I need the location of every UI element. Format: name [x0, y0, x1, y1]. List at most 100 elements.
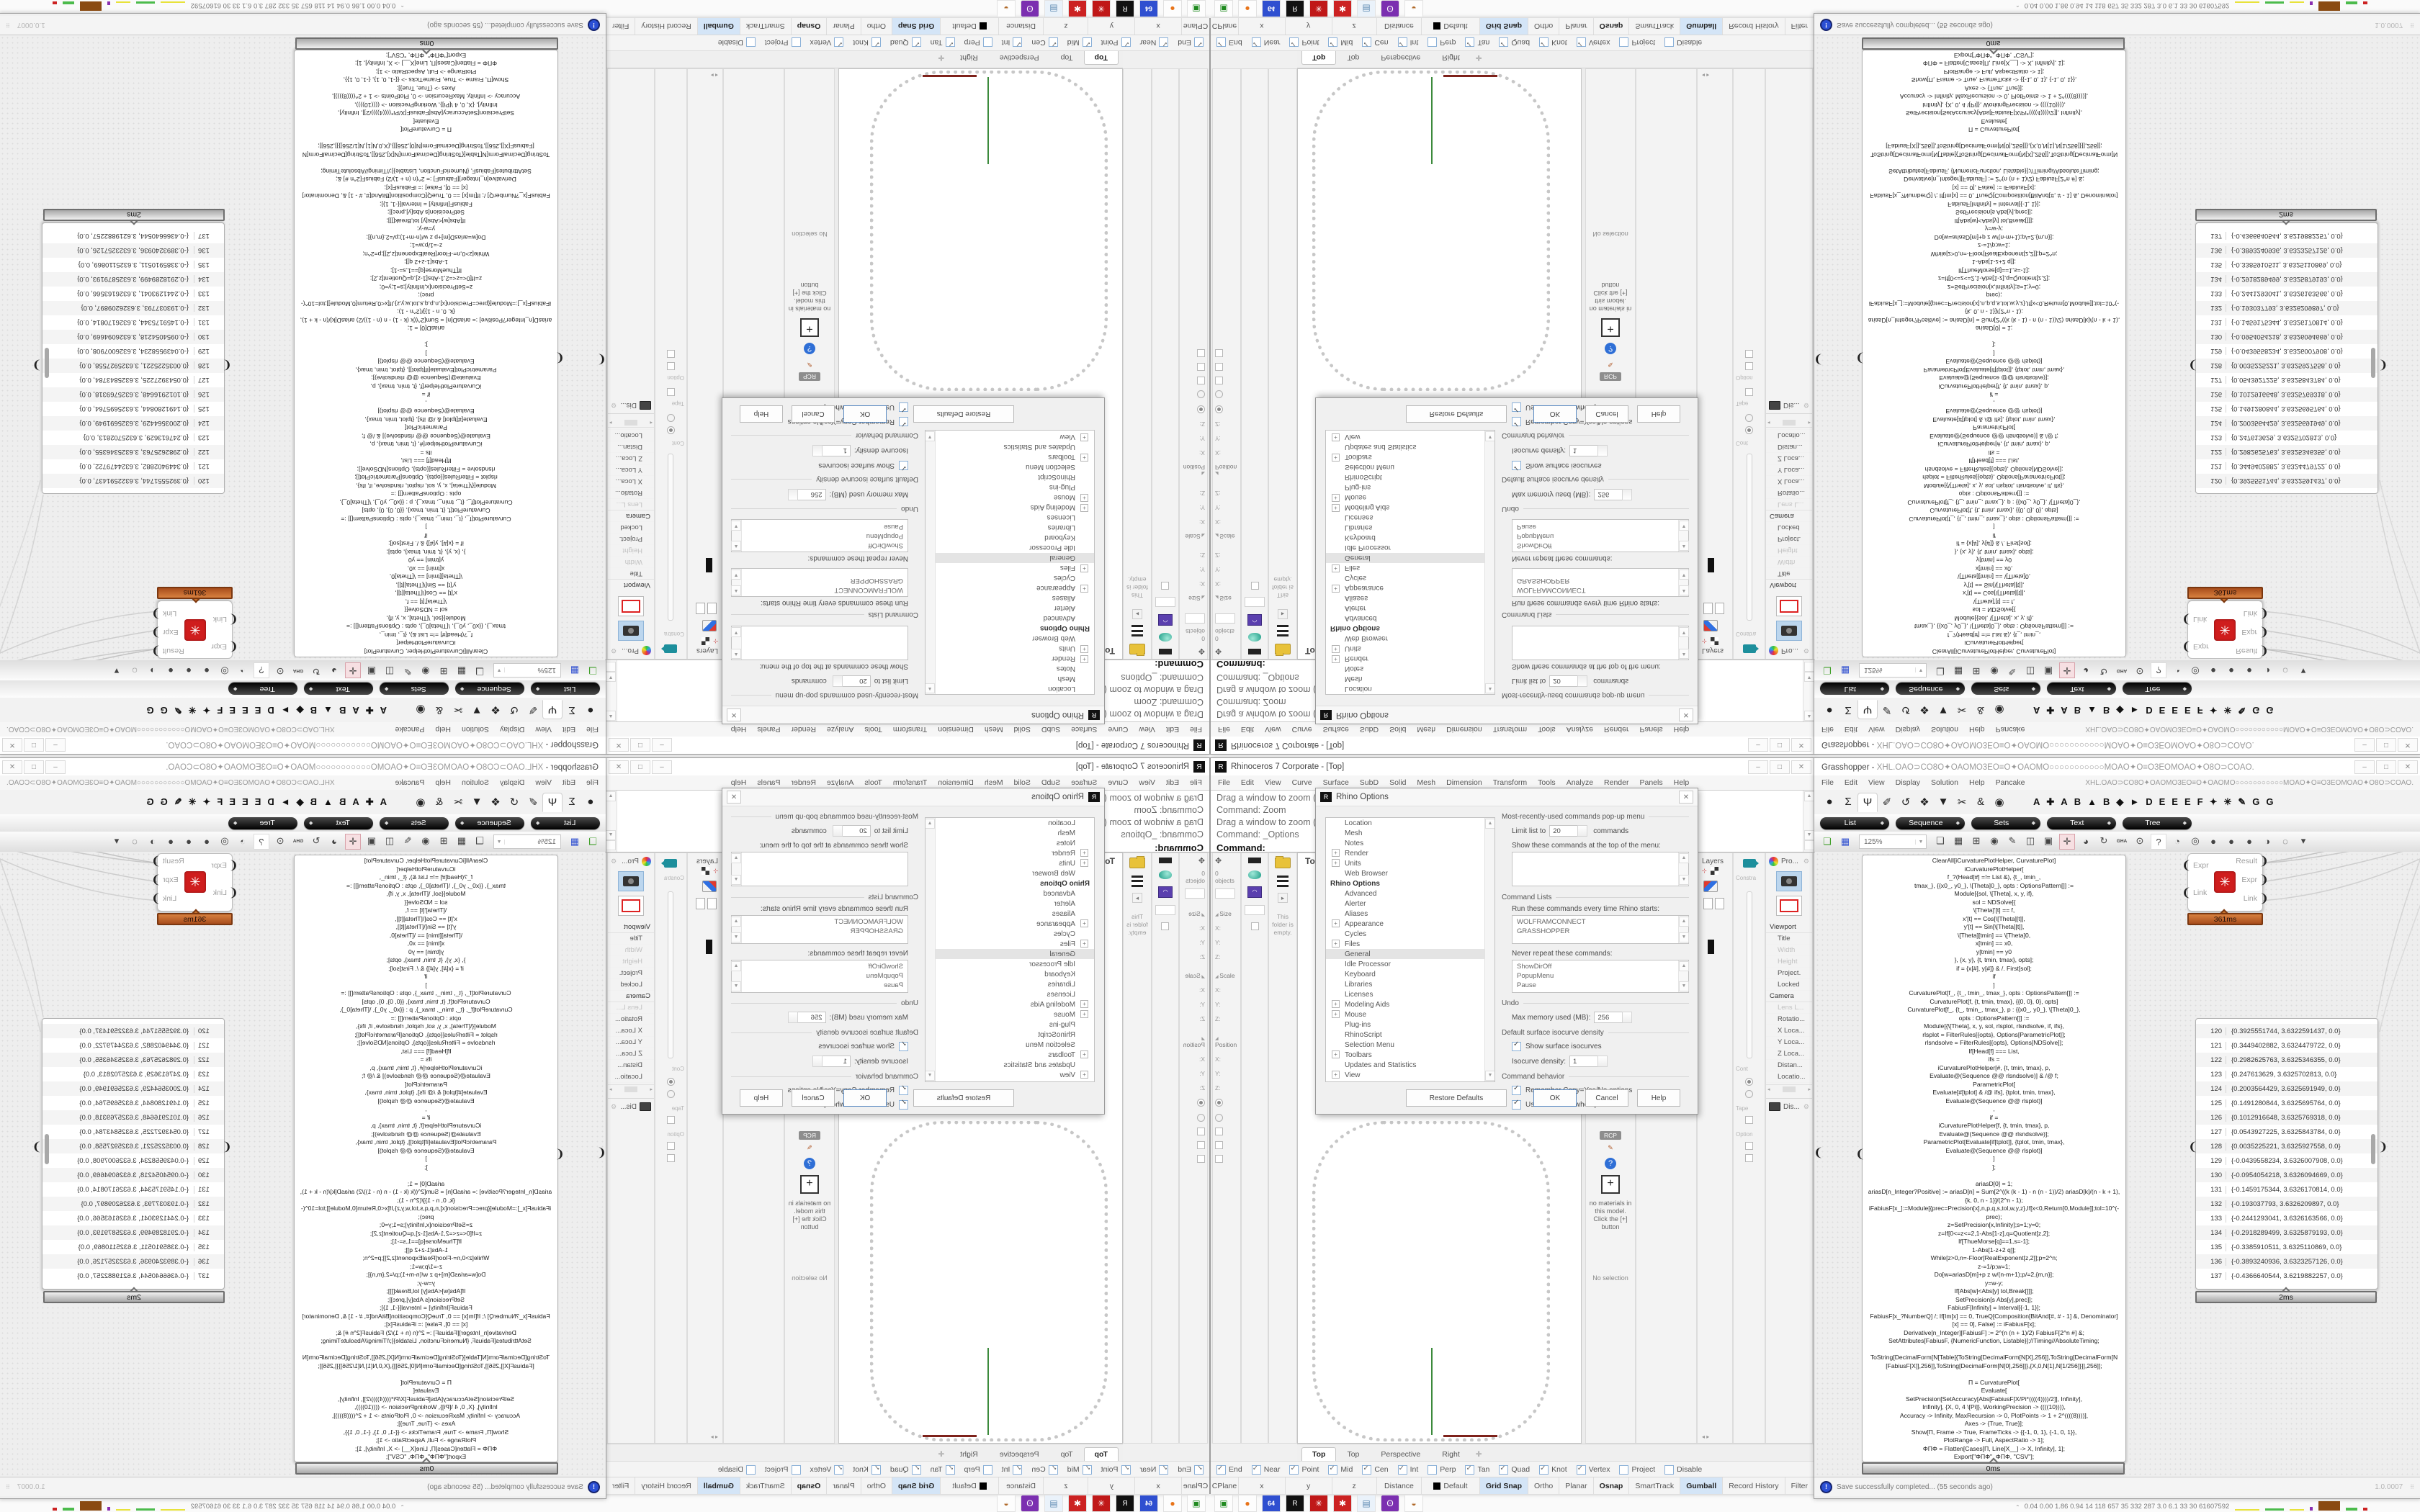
- save-file-icon[interactable]: ▦: [570, 665, 580, 676]
- property-row[interactable]: Locatio...: [608, 1071, 654, 1083]
- startup-command[interactable]: WOLFRAMCONNECT: [1517, 918, 1586, 926]
- osnap-checkbox[interactable]: [1289, 37, 1299, 48]
- property-row[interactable]: Distan...: [1766, 441, 1812, 452]
- points-panel[interactable]: 120 {0.3925551744, 3.6322591437, 0.0} 12…: [2195, 1018, 2378, 1290]
- rhino-menu-item[interactable]: Help: [730, 778, 747, 787]
- options-tree-item[interactable]: View: [926, 432, 1094, 442]
- layers-scroll-arrows[interactable]: ◂ ▸: [1702, 1434, 1710, 1440]
- gh-menu-item[interactable]: Help: [1968, 778, 1985, 787]
- status-toggle[interactable]: Ortho: [860, 18, 892, 35]
- gh-toolbar-icon[interactable]: ◌: [2282, 835, 2288, 847]
- options-tree-item[interactable]: Notes: [1056, 665, 1075, 673]
- tree-scrollbar[interactable]: ▲ ▼: [925, 431, 936, 694]
- gh-toolbar-icon[interactable]: ◑: [2264, 665, 2270, 677]
- menu-icon[interactable]: [1131, 625, 1143, 636]
- osnap-toggle[interactable]: End: [1178, 1464, 1204, 1475]
- expand-icon[interactable]: ▸: [1132, 609, 1142, 619]
- offscreen-grip[interactable]: ❨: [597, 1146, 605, 1159]
- osnap-checkbox[interactable]: [1159, 37, 1169, 48]
- desktop-icon[interactable]: ʘ: [1021, 1495, 1039, 1512]
- gh-plugin-tab[interactable]: ▲: [2087, 796, 2097, 807]
- gh-toolbar-icon[interactable]: ◔: [240, 665, 246, 677]
- gh-category-pill[interactable]: List ◆: [531, 683, 600, 696]
- desktop-icon[interactable]: R: [1116, 1495, 1134, 1512]
- rhino-menu-item[interactable]: Dimension: [938, 725, 974, 734]
- property-row[interactable]: Height: [1766, 956, 1812, 968]
- gh-toolbar-icon[interactable]: ◌: [2282, 665, 2288, 677]
- property-row[interactable]: Project.: [1766, 533, 1812, 544]
- gh-tab-icon[interactable]: Ψ: [1857, 792, 1878, 812]
- gear-icon[interactable]: ⚙: [1803, 1102, 1809, 1110]
- dialog-close-icon[interactable]: ✕: [1679, 791, 1693, 804]
- display-panel-strip[interactable]: ◠: [1241, 68, 1268, 660]
- status-toggle[interactable]: Grid Snap: [1479, 18, 1528, 35]
- gh-plugin-tab[interactable]: D: [2146, 796, 2153, 807]
- gh-menu-item[interactable]: View: [1868, 778, 1885, 787]
- options-tree-item[interactable]: Notes: [1056, 839, 1075, 847]
- osnap-toggle[interactable]: Int: [1002, 37, 1023, 48]
- gh-toolbar-icon[interactable]: ✎: [2008, 666, 2017, 677]
- options-tree-item[interactable]: Modeling Aids: [1326, 999, 1494, 1009]
- options-tree-item[interactable]: Libraries: [1047, 980, 1075, 989]
- gh-tab-icon[interactable]: ✂: [453, 796, 463, 809]
- desktop-icon[interactable]: ▤: [1357, 0, 1376, 17]
- status-toggle[interactable]: Gumball: [696, 1477, 740, 1494]
- dialog-close-icon[interactable]: ✕: [727, 791, 741, 804]
- options-tree[interactable]: LocationMeshNotesRenderUnitsWeb BrowserR…: [925, 430, 1095, 695]
- rhino-menu-item[interactable]: Tools: [864, 778, 882, 787]
- new-layer-icon[interactable]: [707, 603, 717, 614]
- code-panel[interactable]: ClearAll[iCurvaturePlotHelper, Curvature…: [1862, 855, 2126, 1462]
- gh-plugin-tab[interactable]: G: [146, 796, 154, 807]
- rhino-menu-item[interactable]: SubD: [1041, 725, 1061, 734]
- gh-category-pill[interactable]: Sequence ◆: [455, 683, 524, 696]
- boxedit-checkbox[interactable]: [1197, 1155, 1205, 1163]
- wolfram-component[interactable]: Expr Link Result Expr Link ✳ ❨ ❨ ❩ ❩ ❩: [151, 600, 238, 659]
- gh-toolbar-icon[interactable]: ↻: [312, 835, 321, 846]
- osnap-toggle[interactable]: End: [1216, 1464, 1242, 1475]
- restore-defaults-button[interactable]: Restore Defaults: [913, 1089, 1014, 1107]
- strip-checkbox[interactable]: [667, 362, 675, 370]
- osnap-checkbox[interactable]: [1328, 37, 1338, 48]
- cancel-button[interactable]: Cancel: [1585, 405, 1628, 423]
- osnap-checkbox[interactable]: [1216, 37, 1226, 48]
- red-curve-segment[interactable]: [923, 75, 977, 77]
- add-material-button[interactable]: +: [800, 318, 819, 337]
- rhino-menu-item[interactable]: SubD: [1041, 778, 1061, 787]
- osnap-toggle[interactable]: Near: [1140, 1464, 1169, 1475]
- osnap-checkbox[interactable]: [1619, 1464, 1629, 1475]
- options-tree-item[interactable]: Mesh: [1057, 675, 1075, 683]
- gh-plugin-tab[interactable]: F: [217, 705, 223, 716]
- osnap-checkbox[interactable]: [1013, 37, 1023, 48]
- gh-plugin-tab[interactable]: ►: [280, 705, 290, 716]
- paint-icon[interactable]: [1703, 620, 1718, 631]
- options-tree-item[interactable]: Rhino Options: [1330, 624, 1380, 633]
- help-button[interactable]: Help: [740, 405, 783, 423]
- property-row[interactable]: Viewport: [1766, 579, 1812, 590]
- gh-category-pill[interactable]: Sequence ◆: [1896, 683, 1965, 696]
- gh-plugin-tab[interactable]: A: [380, 796, 387, 807]
- viewport-tab[interactable]: Right: [960, 1450, 978, 1459]
- desktop-icon[interactable]: ▣: [1187, 1495, 1206, 1512]
- options-tree-item[interactable]: View: [1326, 1070, 1494, 1080]
- options-tree-item[interactable]: Location: [1048, 819, 1075, 827]
- gh-menu-item[interactable]: Help: [435, 778, 452, 787]
- gh-plugin-tab[interactable]: G: [160, 796, 168, 807]
- status-toggle[interactable]: Gumball: [1680, 18, 1724, 35]
- cplane-cell[interactable]: CPlane: [1180, 18, 1209, 35]
- max-memory-input[interactable]: 256: [797, 489, 826, 500]
- options-tree-item[interactable]: Updates and Statistics: [1003, 1061, 1076, 1069]
- boxedit-checkbox[interactable]: [1215, 1141, 1223, 1149]
- osnap-checkbox[interactable]: [1397, 1464, 1407, 1475]
- options-tree-item[interactable]: Appearance: [926, 583, 1094, 593]
- rhino-menu-item[interactable]: Tools: [1538, 725, 1556, 734]
- rhino-menu-item[interactable]: SubD: [1359, 725, 1379, 734]
- minimize-icon[interactable]: –: [2354, 738, 2375, 752]
- gh-tab-icon[interactable]: ◉: [1994, 703, 2004, 716]
- viewport-tab[interactable]: Top: [1060, 1450, 1073, 1459]
- rhino-menu-item[interactable]: Surface: [1322, 725, 1349, 734]
- viewport-tab[interactable]: ✛: [1475, 1450, 1482, 1459]
- options-tree-item[interactable]: Mesh: [1057, 829, 1075, 837]
- zoom-combo[interactable]: 125% ▼: [493, 663, 561, 678]
- osnap-checkbox[interactable]: [982, 37, 992, 48]
- rhino-menu-item[interactable]: Help: [1673, 778, 1690, 787]
